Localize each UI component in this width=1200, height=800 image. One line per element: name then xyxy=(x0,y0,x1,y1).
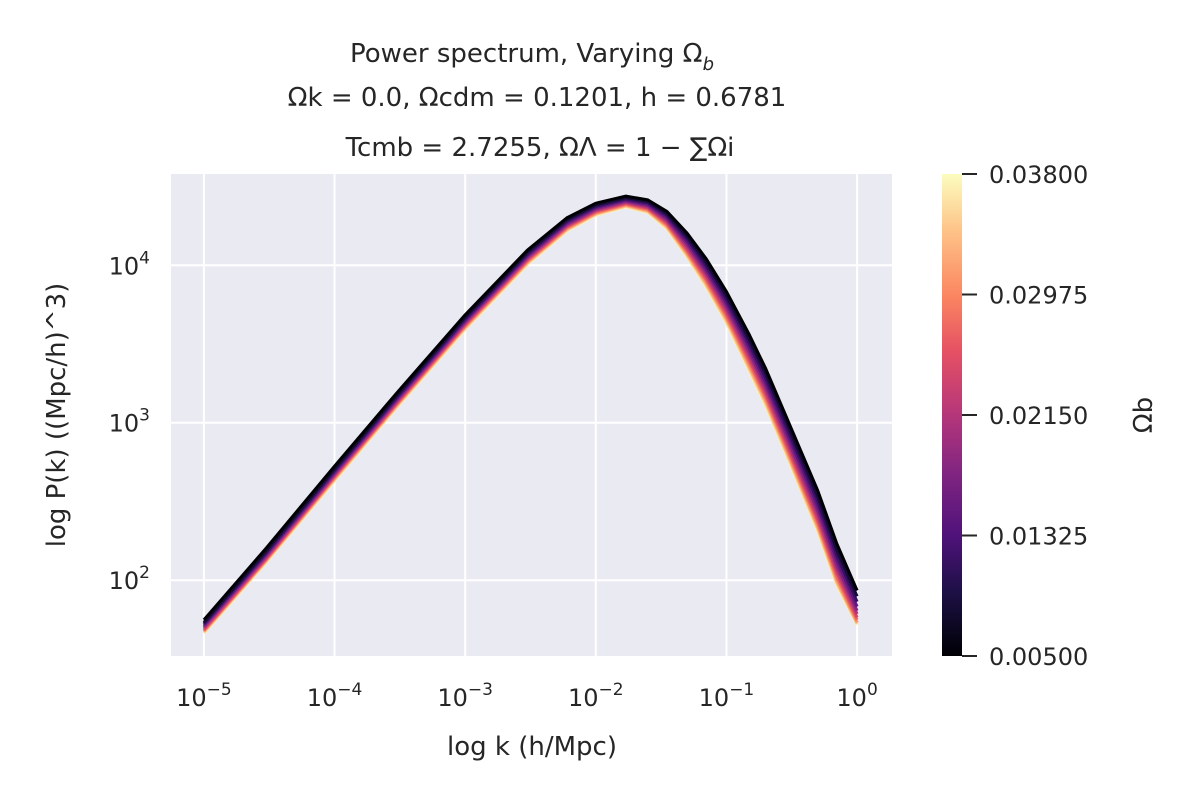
colorbar xyxy=(942,174,962,656)
x-tick-label-base: 10 xyxy=(836,684,867,712)
x-tick-label-exponent: −3 xyxy=(468,680,493,700)
y-tick-label-exponent: 2 xyxy=(139,563,150,583)
y-tick-label: 102 xyxy=(109,563,150,595)
y-tick-label-base: 10 xyxy=(109,410,140,438)
y-axis-label: log P(k) ((Mpc/h)^3) xyxy=(42,283,72,548)
x-tick-label: 100 xyxy=(836,680,877,712)
x-tick-label: 10−2 xyxy=(568,680,624,712)
colorbar-tick-label: 0.02150 xyxy=(989,402,1088,430)
x-axis-label: log k (h/Mpc) xyxy=(447,732,617,762)
x-tick-label: 10−1 xyxy=(699,680,755,712)
x-tick-label-exponent: −2 xyxy=(599,680,624,700)
x-tick-label-base: 10 xyxy=(176,684,207,712)
y-tick-label-base: 10 xyxy=(109,252,140,280)
x-tick-label-base: 10 xyxy=(699,684,730,712)
x-tick-label-exponent: −1 xyxy=(729,680,754,700)
colorbar-tick-label: 0.03800 xyxy=(989,161,1088,189)
x-tick-label-exponent: −4 xyxy=(337,680,362,700)
title-line-2: Ωk = 0.0, Ωcdm = 0.1201, h = 0.6781 xyxy=(288,83,787,113)
x-tick-label-exponent: 0 xyxy=(867,680,878,700)
x-tick-label-base: 10 xyxy=(307,684,338,712)
x-tick-labels: 10−5 10−4 10−3 10−2 10−1 100 xyxy=(176,680,878,712)
colorbar-tick-label: 0.00500 xyxy=(989,643,1088,671)
x-tick-label: 10−5 xyxy=(176,680,232,712)
title-line-1: Power spectrum, Varying Ωb xyxy=(350,39,714,75)
x-tick-label-exponent: −5 xyxy=(207,680,232,700)
chart-title: Power spectrum, Varying Ωb Ωk = 0.0, Ωcd… xyxy=(288,39,787,163)
grid xyxy=(171,174,892,656)
x-tick-label-base: 10 xyxy=(437,684,468,712)
x-tick-label: 10−3 xyxy=(437,680,493,712)
title-line-3: Tcmb = 2.7255, ΩΛ = 1 − ∑Ωi xyxy=(345,133,735,163)
y-tick-label: 104 xyxy=(109,248,150,280)
colorbar-tick-label: 0.02975 xyxy=(989,282,1088,310)
y-tick-label-base: 10 xyxy=(109,567,140,595)
colorbar-tick-label: 0.01325 xyxy=(989,523,1088,551)
spectrum-series-line xyxy=(202,194,859,621)
x-tick-label-base: 10 xyxy=(568,684,599,712)
title-line-1-text: Power spectrum, Varying Ω xyxy=(350,39,703,69)
x-tick-label: 10−4 xyxy=(307,680,363,712)
colorbar-label: Ωb xyxy=(1129,397,1159,433)
spectrum-curves xyxy=(202,194,859,635)
y-tick-label-exponent: 3 xyxy=(139,406,150,426)
y-tick-label-exponent: 4 xyxy=(139,248,150,268)
colorbar-ticks: 0.00500 0.01325 0.02150 0.02975 0.03800 xyxy=(962,161,1088,671)
title-line-1-subscript: b xyxy=(703,54,714,75)
y-tick-label: 103 xyxy=(109,406,150,438)
